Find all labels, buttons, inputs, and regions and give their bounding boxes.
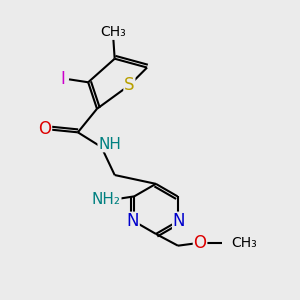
Text: O: O — [38, 120, 51, 138]
Text: CH₃: CH₃ — [100, 25, 126, 39]
Text: S: S — [124, 76, 135, 94]
Text: N: N — [173, 212, 185, 230]
Text: O: O — [194, 234, 207, 252]
Text: I: I — [61, 70, 66, 88]
Text: CH₃: CH₃ — [231, 236, 257, 250]
Text: N: N — [127, 212, 139, 230]
Text: NH: NH — [98, 136, 121, 152]
Text: NH₂: NH₂ — [92, 192, 121, 207]
